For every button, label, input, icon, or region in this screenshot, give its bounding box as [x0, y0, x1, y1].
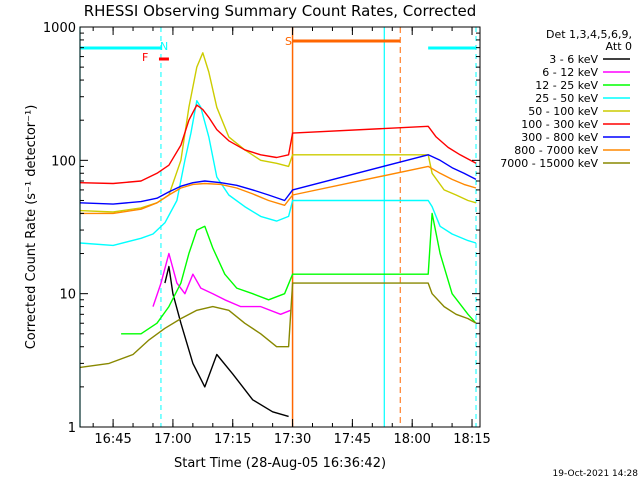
- series-lines: [79, 52, 477, 418]
- series-line-5: [79, 104, 477, 185]
- series-line-7: [80, 165, 477, 215]
- series-line-4: [79, 52, 477, 213]
- y-tick-label: 1000: [43, 21, 76, 36]
- plot-frame: [79, 26, 481, 428]
- flag-flare-label: F: [142, 51, 148, 64]
- legend-entry-label: 3 - 6 keV: [549, 53, 598, 66]
- y-axis-ticks: 1 10 100 1000: [43, 21, 480, 436]
- x-tick-label: 17:00: [154, 432, 191, 447]
- legend-header-line: Det 1,3,4,5,6,9,: [546, 28, 632, 41]
- x-axis-label: Start Time (28-Aug-05 16:36:42): [174, 456, 386, 471]
- legend-entry-label: 12 - 25 keV: [535, 79, 598, 92]
- legend-entry-label: 7000 - 15000 keV: [500, 157, 598, 170]
- x-tick-label: 18:00: [393, 432, 430, 447]
- vertical-marker-lines: [79, 27, 477, 427]
- x-tick-label: 16:45: [94, 432, 131, 447]
- series-line-8: [79, 282, 477, 369]
- series-line-3: [79, 100, 477, 247]
- legend-entry-label: 800 - 7000 keV: [514, 144, 598, 157]
- legend-entry-label: 300 - 800 keV: [521, 131, 598, 144]
- chart-title: RHESSI Observing Summary Count Rates, Co…: [84, 2, 477, 20]
- legend-entry-label: 6 - 12 keV: [542, 66, 598, 79]
- x-tick-label: 17:30: [274, 432, 311, 447]
- legend-entry-label: 25 - 50 keV: [535, 92, 598, 105]
- x-axis-ticks: 16:45 17:00 17:15 17:30 17:45 18:00 18:15: [92, 27, 491, 447]
- x-tick-label: 17:15: [214, 432, 251, 447]
- legend-entry-label: 100 - 300 keV: [521, 118, 598, 131]
- series-line-1: [153, 254, 428, 404]
- legend-entry-label: 50 - 100 keV: [528, 105, 598, 118]
- legend-header-line: Att 0: [606, 40, 632, 53]
- interval-bars: [80, 39, 477, 61]
- series-line-0: [164, 265, 289, 418]
- footer-date: 19-Oct-2021 14:28: [553, 469, 639, 479]
- series-line-6: [79, 154, 477, 205]
- x-tick-label: 17:45: [334, 432, 371, 447]
- flag-saa-label: S: [285, 35, 292, 48]
- x-tick-label: 18:15: [453, 432, 490, 447]
- flag-night-label: N: [160, 40, 168, 53]
- y-axis-label: Corrected Count Rate (s⁻¹ detector⁻¹): [24, 105, 39, 350]
- y-tick-label: 100: [51, 154, 76, 169]
- y-tick-label: 1: [68, 421, 76, 436]
- series-line-2: [121, 212, 477, 335]
- y-tick-label: 10: [59, 288, 76, 303]
